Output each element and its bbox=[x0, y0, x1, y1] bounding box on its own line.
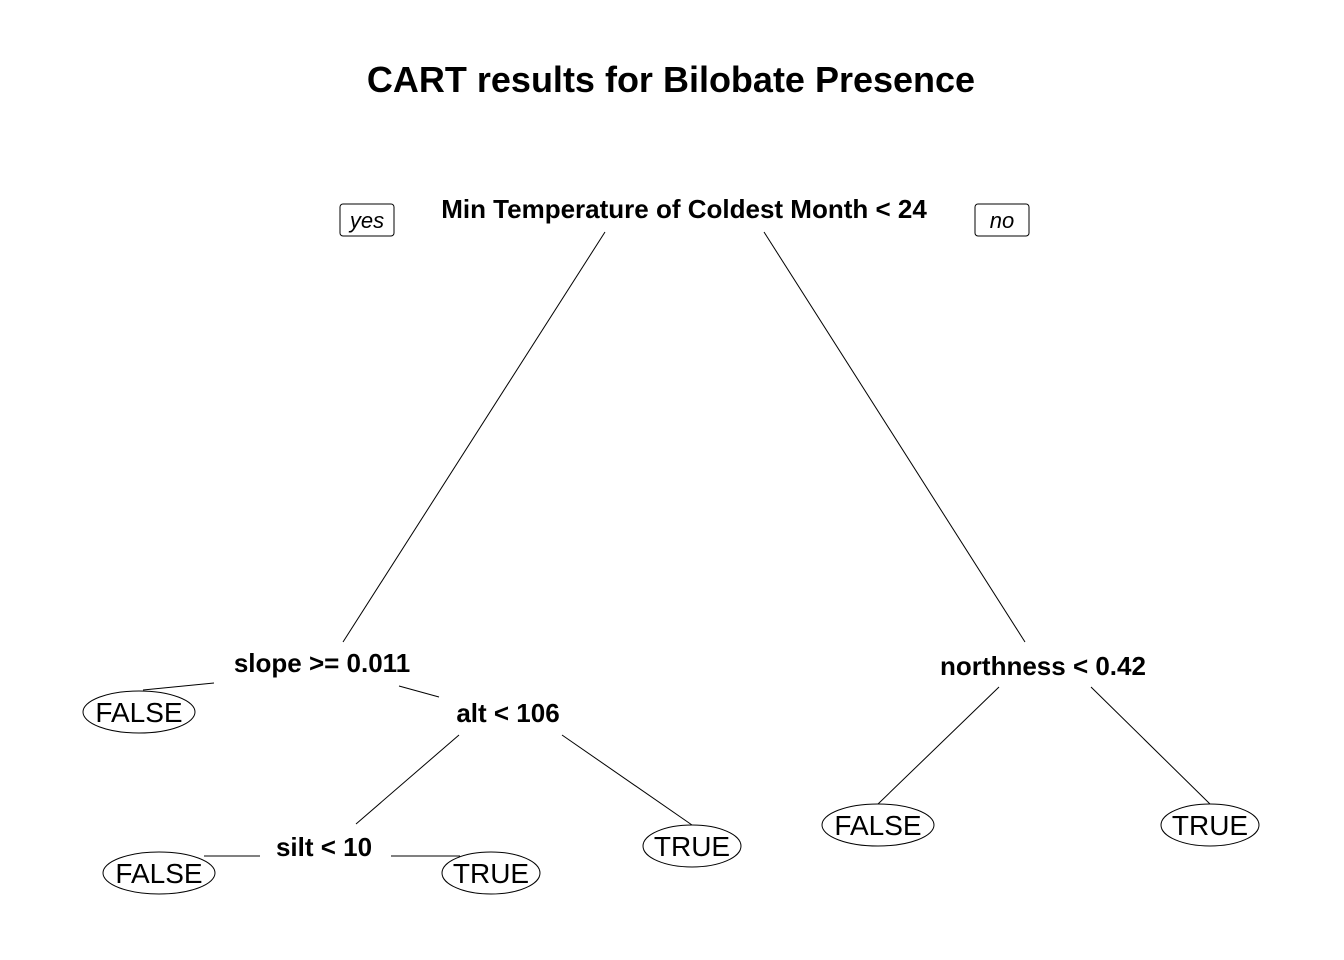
leaf-label: TRUE bbox=[453, 858, 529, 889]
chart-title: CART results for Bilobate Presence bbox=[367, 59, 975, 100]
leaf-silt-false: FALSE bbox=[102, 851, 216, 895]
edge-slope-to-alt bbox=[398, 685, 440, 698]
edge-alt-to-true bbox=[561, 734, 693, 826]
edge-alt-to-silt bbox=[355, 734, 460, 825]
no-label-text: no bbox=[990, 208, 1014, 233]
leaf-northness-false: FALSE bbox=[821, 803, 935, 847]
leaf-label: TRUE bbox=[1172, 810, 1248, 841]
yes-label-text: yes bbox=[348, 208, 384, 233]
yes-direction-label: yes bbox=[339, 203, 395, 237]
leaf-northness-true: TRUE bbox=[1160, 803, 1260, 847]
slope-split-label: slope >= 0.011 bbox=[234, 648, 410, 678]
edge-slope-to-false bbox=[142, 682, 215, 691]
edge-northness-to-false bbox=[877, 686, 1000, 805]
edge-northness-to-true bbox=[1090, 686, 1211, 805]
edge-root-to-slope bbox=[342, 231, 606, 643]
leaf-label: TRUE bbox=[654, 831, 730, 862]
root-node: Min Temperature of Coldest Month < 24 ye… bbox=[339, 194, 1030, 237]
silt-split-label: silt < 10 bbox=[276, 832, 372, 862]
leaf-slope-false: FALSE bbox=[82, 690, 196, 734]
tree-edges bbox=[142, 231, 1211, 857]
root-split-label: Min Temperature of Coldest Month < 24 bbox=[441, 194, 927, 224]
leaf-silt-true: TRUE bbox=[441, 851, 541, 895]
leaf-label: FALSE bbox=[115, 858, 202, 889]
edge-root-to-northness bbox=[763, 231, 1026, 643]
leaf-label: FALSE bbox=[834, 810, 921, 841]
northness-split-label: northness < 0.42 bbox=[940, 651, 1146, 681]
alt-split-label: alt < 106 bbox=[456, 698, 559, 728]
leaf-label: FALSE bbox=[95, 697, 182, 728]
leaf-alt-true: TRUE bbox=[642, 824, 742, 868]
no-direction-label: no bbox=[974, 203, 1030, 237]
